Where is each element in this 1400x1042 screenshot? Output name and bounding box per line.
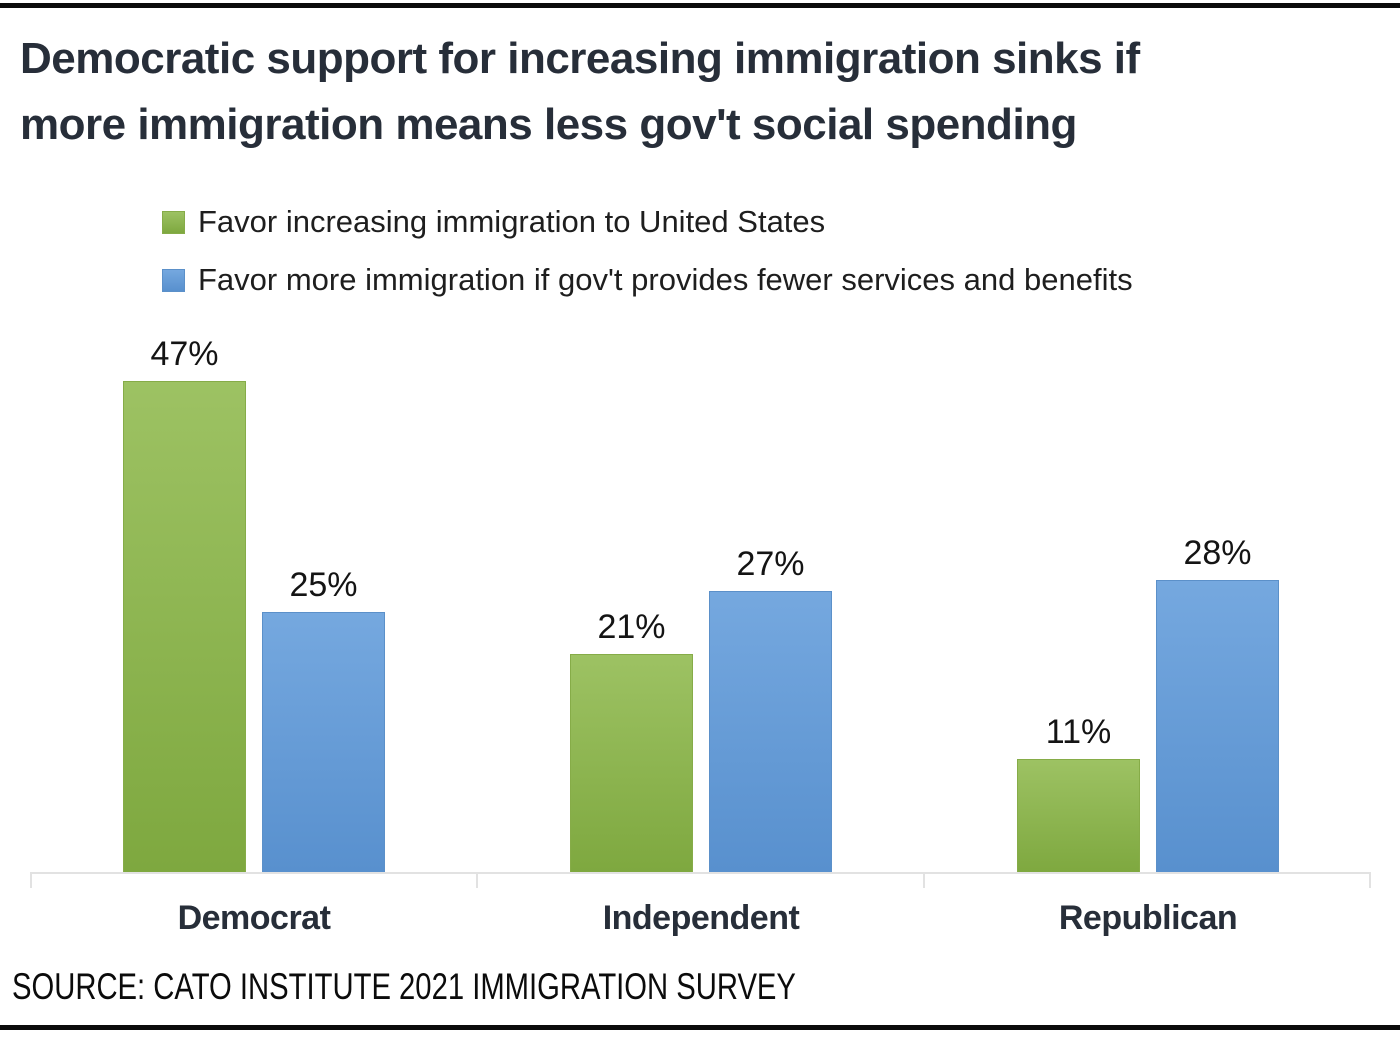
value-label-republican-green: 11%: [1045, 712, 1112, 751]
legend-swatch-green-icon: [162, 210, 185, 234]
x-axis-tick-democrat-independent: [476, 872, 478, 888]
bar-group-independent-blue: 27%: [709, 544, 832, 874]
plot-area: 47% 25% 21% 27% 11% 28%: [30, 334, 1371, 888]
chart-title-line2: more immigration means less gov't social…: [20, 100, 1077, 149]
bar-republican-blue: [1156, 580, 1279, 874]
legend: Favor increasing immigration to United S…: [162, 204, 1133, 321]
bar-independent-blue: [709, 590, 832, 874]
legend-label-green: Favor increasing immigration to United S…: [198, 204, 826, 239]
value-label-democrat-blue: 25%: [289, 565, 358, 604]
bar-democrat-blue: [262, 611, 385, 874]
x-axis-tick-independent-republican: [923, 872, 925, 888]
legend-swatch-blue-icon: [162, 268, 185, 292]
bar-democrat-green: [123, 380, 246, 874]
bar-group-republican-blue: 28%: [1156, 533, 1279, 874]
bar-republican-green: [1017, 758, 1140, 874]
bar-independent-green: [570, 653, 693, 874]
value-label-democrat-green: 47%: [150, 334, 219, 373]
value-label-independent-green: 21%: [597, 607, 666, 646]
value-label-republican-blue: 28%: [1183, 534, 1252, 572]
bar-group-democrat-blue: 25%: [262, 565, 385, 874]
bar-group-democrat-green: 47%: [123, 334, 246, 874]
bar-group-republican-green: 11%: [1017, 712, 1140, 874]
category-label-republican: Republican: [1058, 899, 1238, 937]
x-axis-line: [30, 872, 1371, 874]
bottom-border-rule: [0, 1025, 1400, 1030]
category-label-democrat: Democrat: [177, 899, 331, 937]
legend-label-blue: Favor more immigration if gov't provides…: [198, 262, 1133, 297]
value-label-independent-blue: 27%: [736, 544, 805, 583]
x-axis-tick-right: [1369, 872, 1371, 888]
source-attribution: SOURCE: CATO INSTITUTE 2021 IMMIGRATION …: [12, 966, 796, 1007]
top-border-rule: [0, 3, 1400, 8]
legend-item-blue: Favor more immigration if gov't provides…: [162, 262, 1133, 297]
bar-group-independent-green: 21%: [570, 607, 693, 874]
chart-title: Democratic support for increasing immigr…: [20, 26, 1380, 158]
x-axis-tick-left: [30, 872, 32, 888]
category-label-independent: Independent: [602, 899, 800, 937]
legend-item-green: Favor increasing immigration to United S…: [162, 204, 1133, 239]
chart-title-line1: Democratic support for increasing immigr…: [20, 34, 1140, 83]
